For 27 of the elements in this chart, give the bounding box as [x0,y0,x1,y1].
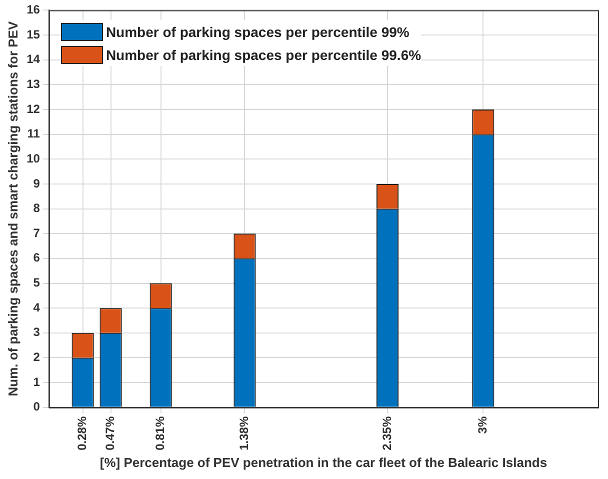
y-tick-label: 0 [33,400,40,414]
y-tick-label: 12 [26,102,40,116]
legend-label: Number of parking spaces per percentile 99% [106,24,410,40]
y-tick-label: 11 [27,126,40,141]
y-tick-label: 1 [33,374,40,389]
y-tick-label: 14 [26,52,40,66]
legend-label: Number of parking spaces per percentile 99.6% [106,46,422,63]
y-axis-title: Num. of parking spaces and smart charging stations for PEV [5,21,20,396]
y-tick-label: 13 [26,76,40,91]
y-tick-label: 5 [33,276,40,290]
x-tick-label: 0.28% [75,416,90,450]
y-tick-label: 7 [33,226,40,240]
x-tick-label: 3% [475,416,490,434]
y-tick-label: 10 [26,151,40,166]
x-tick-label: 0.47% [103,416,118,450]
y-tick-label: 4 [33,300,40,314]
y-tick-label: 16 [26,2,40,17]
y-tick-label: 3 [33,325,40,340]
x-tick-label: 0.81% [153,416,168,450]
x-tick-label: 2.35% [380,416,394,450]
y-tick-label: 2 [33,350,40,364]
x-tick-label: 1.38% [237,416,252,450]
x-axis-title: [%] Percentage of PEV penetration in the car fleet of the Balearic Islands [100,454,548,470]
y-tick-label: 15 [26,27,40,42]
y-tick-label: 9 [33,176,40,190]
y-tick-label: 6 [33,250,40,265]
y-tick-label: 8 [33,201,40,216]
